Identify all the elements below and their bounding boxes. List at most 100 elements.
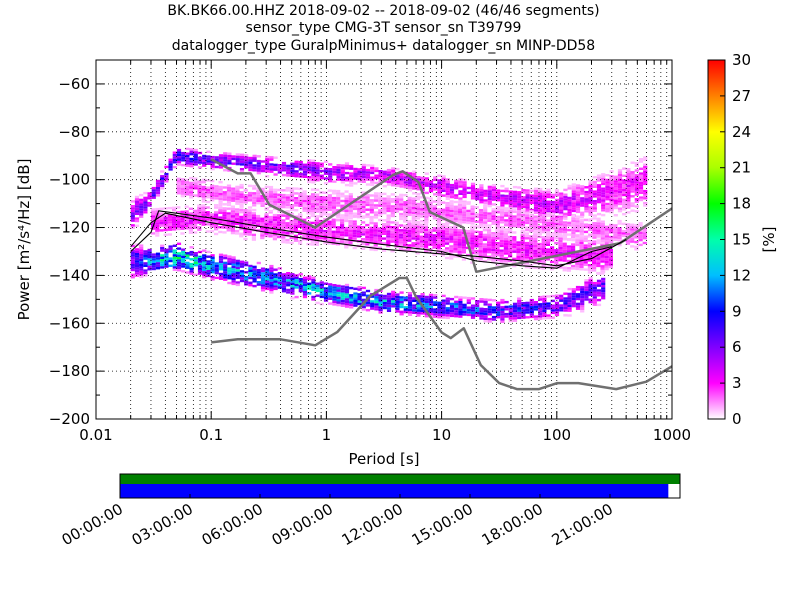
density-cell: [378, 192, 383, 195]
density-cell: [361, 173, 366, 176]
density-cell: [550, 217, 555, 220]
density-cell: [601, 282, 606, 285]
density-cell: [193, 177, 198, 180]
density-cell: [302, 209, 307, 212]
density-cell: [495, 211, 500, 214]
density-cell: [449, 238, 454, 241]
density-cell: [517, 304, 522, 308]
density-cell: [386, 183, 392, 186]
density-cell: [268, 195, 274, 198]
density-cell: [382, 175, 387, 178]
density-cell: [479, 307, 484, 310]
density-cell: [394, 233, 399, 236]
density-cell: [571, 197, 576, 201]
density-cell: [567, 309, 572, 312]
density-cell: [575, 302, 581, 306]
density-cell: [588, 226, 593, 229]
colorbar-label: [%]: [760, 227, 778, 253]
density-cell: [643, 182, 648, 186]
density-cell: [348, 227, 353, 230]
density-cell: [407, 204, 412, 207]
density-cell: [508, 312, 513, 315]
density-cell: [420, 176, 425, 180]
density-cell: [336, 213, 341, 217]
density-cell: [453, 215, 458, 218]
density-cell: [172, 223, 177, 226]
density-cell: [457, 236, 462, 239]
density-cell: [449, 250, 454, 253]
density-cell: [457, 253, 462, 256]
density-cell: [210, 271, 215, 274]
density-cell: [332, 303, 337, 306]
density-cell: [478, 233, 483, 236]
density-cell: [613, 182, 618, 186]
density-cell: [621, 222, 626, 226]
density-cell: [231, 261, 236, 264]
density-cell: [319, 224, 324, 228]
density-cell: [269, 288, 274, 292]
density-cell: [424, 226, 429, 229]
density-cell: [562, 245, 567, 248]
density-cell: [235, 210, 240, 214]
density-cell: [596, 220, 601, 223]
density-cell: [428, 233, 433, 237]
density-cell: [378, 306, 383, 309]
density-cell: [487, 231, 492, 235]
density-cell: [491, 191, 497, 194]
density-cell: [428, 236, 433, 239]
density-cell: [508, 228, 513, 231]
density-cell: [588, 201, 593, 204]
density-cell: [520, 256, 525, 259]
density-cell: [348, 214, 353, 218]
density-cell: [495, 206, 500, 209]
density-cell: [416, 295, 421, 298]
density-cell: [378, 174, 383, 178]
density-cell: [529, 298, 534, 302]
density-cell: [378, 304, 383, 307]
density-cell: [517, 186, 522, 189]
density-cell: [491, 217, 496, 221]
density-cell: [176, 160, 182, 164]
density-cell: [491, 260, 496, 264]
density-cell: [311, 159, 316, 162]
density-cell: [357, 208, 362, 211]
density-cell: [336, 294, 341, 297]
density-cell: [457, 233, 462, 237]
density-cell: [239, 168, 245, 171]
density-cell: [151, 222, 156, 225]
density-cell: [361, 180, 366, 183]
density-cell: [403, 220, 408, 223]
density-cell: [134, 248, 140, 251]
density-cell: [167, 218, 172, 222]
density-cell: [436, 241, 441, 245]
density-cell: [294, 209, 299, 212]
y-tick-label: −120: [49, 219, 90, 237]
density-cell: [134, 198, 140, 201]
density-cell: [479, 300, 484, 303]
density-cell: [294, 286, 299, 289]
density-cell: [293, 227, 298, 230]
density-cell: [499, 242, 504, 245]
density-cell: [592, 229, 597, 232]
density-cell: [583, 239, 588, 242]
density-cell: [214, 185, 219, 188]
density-cell: [139, 198, 144, 202]
density-cell: [223, 152, 228, 155]
density-cell: [474, 240, 479, 243]
density-cell: [231, 282, 236, 286]
density-cell: [643, 177, 648, 181]
density-cell: [265, 268, 270, 271]
density-cell: [176, 180, 181, 183]
colorbar-tick-label: 3: [732, 374, 742, 392]
density-cell: [538, 192, 543, 196]
density-cell: [256, 155, 261, 158]
density-cell: [474, 245, 479, 248]
density-cell: [499, 251, 504, 255]
density-cell: [268, 188, 274, 191]
density-cell: [210, 165, 215, 168]
density-cell: [470, 314, 476, 317]
density-cell: [160, 261, 165, 264]
density-cell: [517, 309, 522, 312]
density-cell: [542, 300, 547, 303]
density-cell: [491, 246, 496, 249]
